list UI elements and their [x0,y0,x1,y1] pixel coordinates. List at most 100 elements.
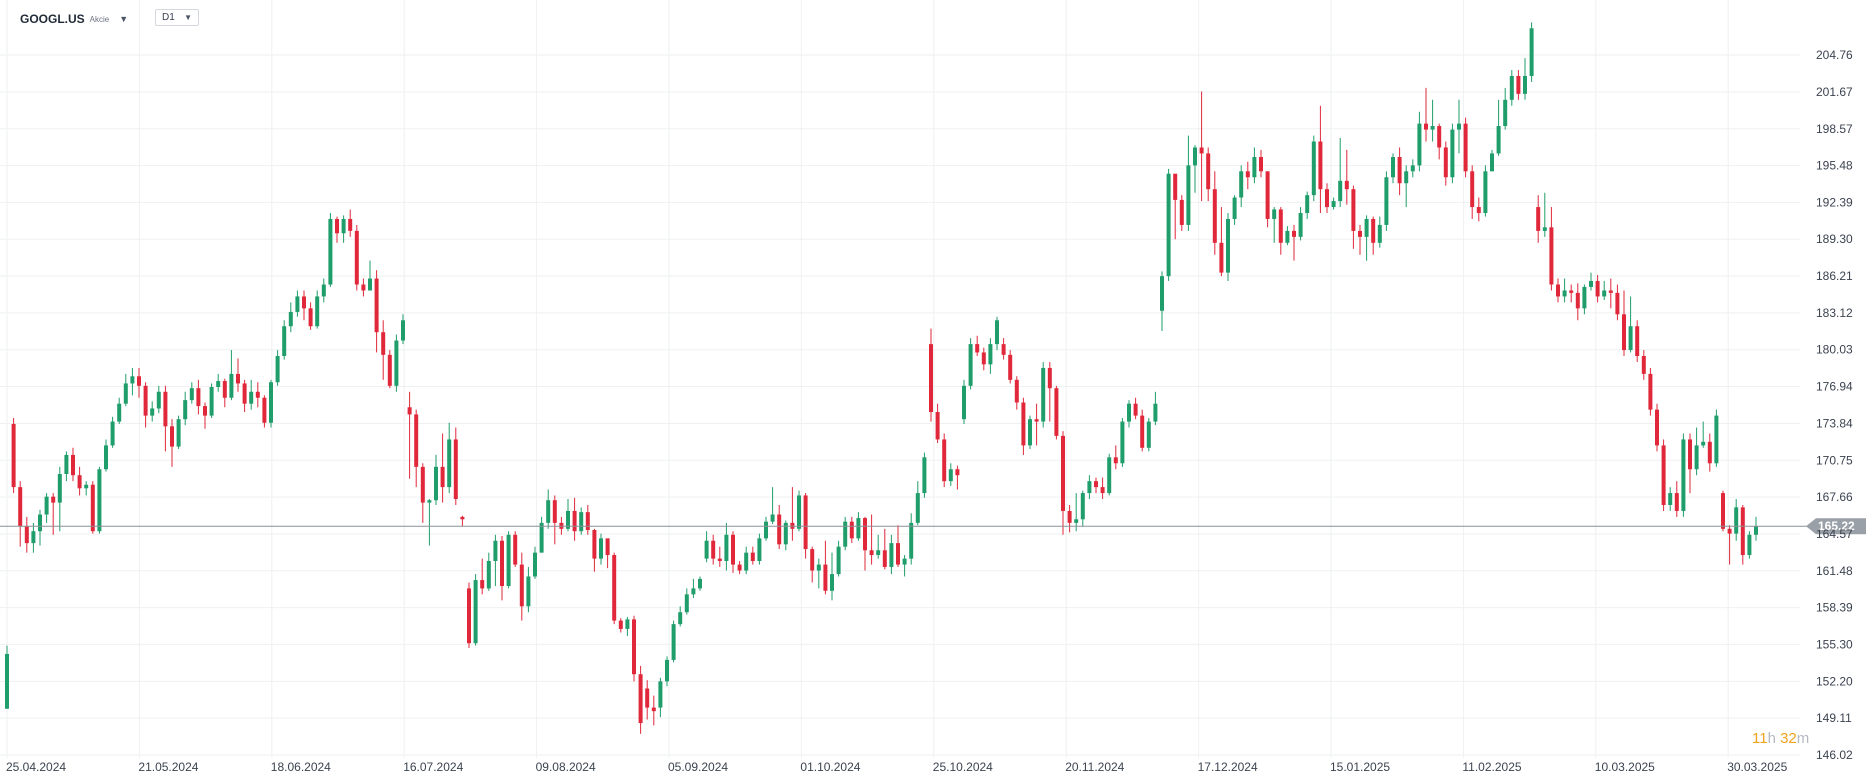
candle [1377,216,1382,248]
current-price-badge [1806,518,1866,535]
candle-body [1311,141,1316,196]
candle [11,417,16,494]
candle-body [203,406,207,416]
candle [51,493,56,535]
candle-body [242,383,247,404]
candle-body [1740,507,1745,556]
candle-body [1100,487,1105,494]
candle [625,617,630,637]
candle [1278,207,1283,255]
candle-body [1734,507,1739,534]
candle [1160,271,1164,331]
candle [975,335,980,357]
interval-dropdown[interactable]: D1 ▼ [155,9,199,26]
candle-body [1470,171,1475,208]
candle-body [420,466,425,503]
candle-body [1727,528,1732,534]
candle [348,209,353,237]
candle-body [1589,280,1593,287]
candle [1430,99,1435,142]
candle [117,397,122,424]
candle-body [1549,227,1554,285]
candle [143,382,148,428]
date-tick-label: 09.08.2024 [536,760,596,774]
candle-body [1245,171,1250,178]
price-tick-label: 146.02 [1816,748,1853,762]
candle-body [1087,481,1092,494]
candle-body [295,296,300,312]
candle [1490,149,1494,172]
candle [447,422,452,494]
candle-body [1476,207,1481,214]
countdown-minutes-unit: m [1796,730,1810,747]
candle-body [1384,177,1389,225]
candle-body [381,332,386,355]
candle-body [1371,218,1376,243]
candle [1265,171,1270,228]
chart-toolbar: GOOGL.US Akcie ▼ D1 ▼ [0,0,1866,36]
candle-body [189,388,194,401]
candle [1569,284,1574,303]
candle [176,415,181,449]
candle-body [209,387,214,416]
candle-body [1523,75,1527,94]
candle [1529,22,1534,82]
candle-body [1747,534,1752,556]
candle [1292,224,1296,261]
candle [1556,278,1560,303]
candle [1133,397,1138,420]
countdown-minutes: 32 [1780,730,1797,747]
interval-value: D1 [162,12,175,23]
candle [678,606,683,627]
candle-body [44,496,49,515]
price-tick-label: 204.76 [1816,48,1853,62]
candle-body [1001,344,1006,355]
candle-body [1668,493,1673,505]
candle [275,350,280,386]
candle [1318,105,1323,214]
candle-body [863,518,867,551]
date-tick-label: 17.12.2024 [1198,760,1258,774]
candle-body [651,707,656,712]
candle [1417,111,1422,172]
candle [1615,284,1620,321]
candle [242,379,247,413]
candle [493,534,498,587]
candle [816,558,821,589]
candle [1186,135,1191,231]
candle-body [1226,218,1230,273]
candle-body [1754,526,1758,535]
candle-body [1397,157,1402,184]
candle [1008,350,1013,384]
candle-body [282,326,287,357]
candle-body [1028,419,1032,446]
candle [1272,207,1277,243]
candle-body [1503,99,1508,127]
candle-body [1344,180,1349,190]
candle-body [18,487,23,527]
candle [1721,490,1725,532]
candle [203,402,207,429]
candle-body [183,400,188,420]
candle [830,552,834,601]
candle-body [460,516,465,520]
candle [731,531,735,573]
candle [104,439,108,472]
candle [777,504,782,550]
candle [1595,274,1600,303]
candle [434,454,438,505]
candle [156,385,161,414]
candle [823,540,828,595]
candle-body [1179,199,1184,225]
candle-body [1536,207,1541,231]
candle [935,403,940,444]
symbol-selector[interactable]: GOOGL.US Akcie ▼ [20,12,128,26]
countdown-hours-unit: h [1767,730,1776,747]
candle-body [31,531,36,544]
date-tick-label: 01.10.2024 [800,760,860,774]
candle [453,427,458,505]
candle [315,290,320,329]
candle-body [506,534,511,587]
candle [1509,70,1514,106]
